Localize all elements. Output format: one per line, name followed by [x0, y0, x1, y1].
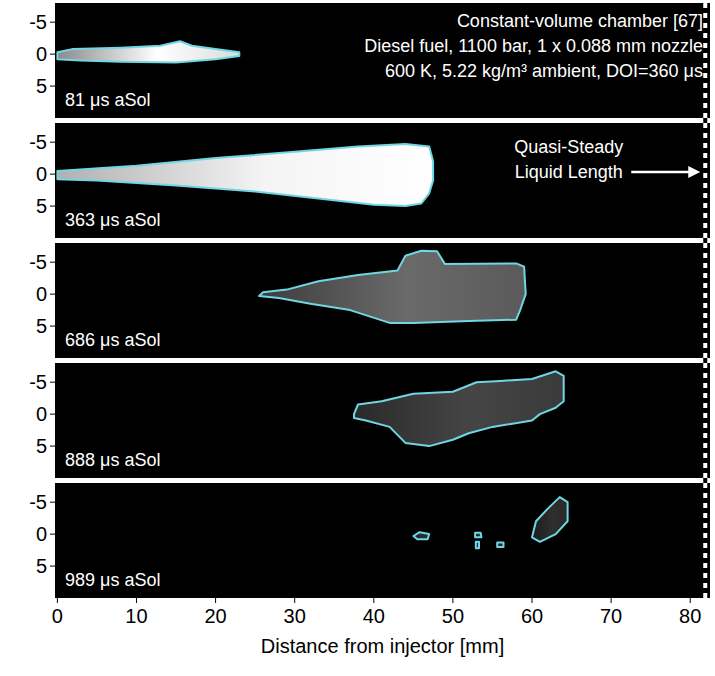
reference-label-line: Quasi-Steady — [514, 137, 623, 157]
x-tick-label: 60 — [521, 605, 543, 627]
x-tick — [690, 598, 691, 603]
panel-background — [55, 3, 710, 118]
y-tick-label: 5 — [36, 315, 47, 337]
y-tick-label: 0 — [36, 403, 47, 425]
y-tick-label: 5 — [36, 195, 47, 217]
y-tick-label: 0 — [36, 163, 47, 185]
plot-area — [259, 251, 526, 323]
x-tick-label: 10 — [125, 605, 147, 627]
y-tick-label: 5 — [36, 435, 47, 457]
y-tick — [50, 566, 55, 567]
panel-background — [55, 483, 710, 598]
y-tick-label: -5 — [29, 11, 47, 33]
spray-outline — [259, 251, 526, 323]
panel-label: 363 μs aSol — [65, 210, 160, 230]
y-tick-label: -5 — [29, 371, 47, 393]
plot-area — [57, 41, 239, 62]
y-tick — [50, 326, 55, 327]
x-tick — [215, 598, 216, 603]
y-tick — [50, 262, 55, 263]
reference-line — [703, 3, 707, 598]
spray-outline — [475, 533, 481, 538]
panel-label: 686 μs aSol — [65, 330, 160, 350]
y-tick — [50, 446, 55, 447]
x-tick-label: 70 — [600, 605, 622, 627]
y-tick-label: 0 — [36, 523, 47, 545]
spray-outline — [532, 497, 568, 542]
spray-outline — [497, 542, 503, 547]
figure: 81 μs aSol -5 0 5 363 μs aSol -5 0 5 686 μs aSol… — [0, 0, 715, 676]
y-tick-label: 0 — [36, 43, 47, 65]
plot-area — [354, 371, 564, 446]
spray-outline — [413, 532, 429, 539]
x-tick — [373, 598, 374, 603]
annotation: 600 K, 5.22 kg/m³ ambient, DOI=360 μs — [385, 61, 703, 81]
x-tick — [452, 598, 453, 603]
x-tick — [532, 598, 533, 603]
y-tick-label: -5 — [29, 131, 47, 153]
y-tick — [50, 294, 55, 295]
y-tick — [50, 22, 55, 23]
annotation: Diesel fuel, 1100 bar, 1 x 0.088 mm nozz… — [364, 36, 703, 56]
x-tick — [611, 598, 612, 603]
y-tick — [50, 142, 55, 143]
y-tick — [50, 54, 55, 55]
y-tick-label: 0 — [36, 283, 47, 305]
plot-area — [413, 497, 567, 548]
panel-background — [55, 243, 710, 358]
panel-label: 81 μs aSol — [65, 90, 150, 110]
panel-label: 989 μs aSol — [65, 570, 160, 590]
x-axis-title: Distance from injector [mm] — [261, 635, 504, 657]
spray-outline — [354, 371, 564, 446]
x-tick — [57, 598, 58, 603]
y-tick-label: 5 — [36, 555, 47, 577]
x-tick — [294, 598, 295, 603]
y-tick — [50, 534, 55, 535]
y-tick — [50, 414, 55, 415]
x-tick-label: 50 — [442, 605, 464, 627]
x-tick-label: 0 — [52, 605, 63, 627]
x-tick-label: 40 — [363, 605, 385, 627]
annotation: Constant-volume chamber [67] — [457, 11, 703, 31]
y-tick-label: -5 — [29, 491, 47, 513]
y-tick-label: -5 — [29, 251, 47, 273]
x-tick-label: 20 — [204, 605, 226, 627]
plot-area — [57, 144, 433, 206]
panel-background — [55, 363, 710, 478]
y-tick — [50, 382, 55, 383]
spray-outline — [476, 542, 479, 548]
panel-label: 888 μs aSol — [65, 450, 160, 470]
arrow-head — [688, 166, 700, 178]
y-tick — [50, 502, 55, 503]
x-tick — [136, 598, 137, 603]
x-tick-label: 30 — [284, 605, 306, 627]
reference-line-base — [703, 3, 707, 598]
spray-outline — [57, 144, 433, 206]
reference-label-line: Liquid Length — [515, 162, 623, 182]
arrow-shaft — [631, 171, 690, 174]
y-tick — [50, 174, 55, 175]
reference-label: Quasi-Steady Liquid Length — [514, 137, 623, 182]
spray-outline — [57, 41, 239, 62]
x-tick-label: 80 — [679, 605, 701, 627]
y-tick-label: 5 — [36, 75, 47, 97]
y-tick — [50, 86, 55, 87]
panel-background — [55, 123, 710, 238]
y-tick — [50, 206, 55, 207]
